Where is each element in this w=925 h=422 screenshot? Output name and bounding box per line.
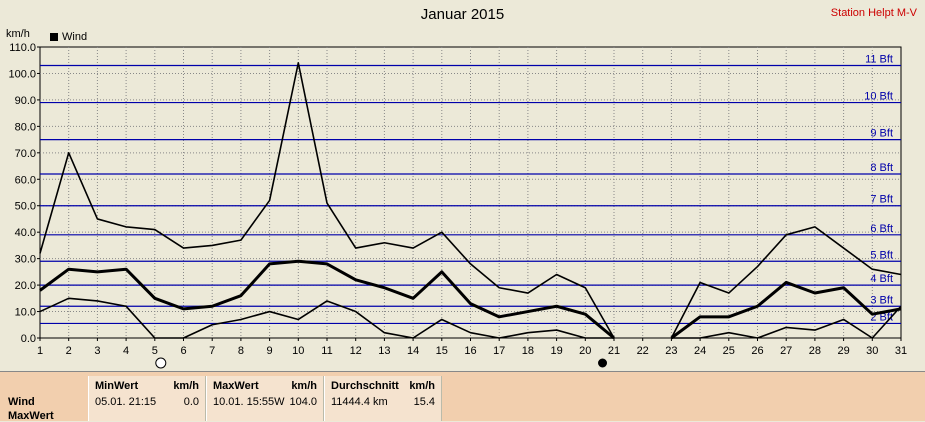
x-tick-label: 2: [66, 345, 72, 357]
x-tick-label: 17: [493, 345, 505, 357]
stats-col-min: MinWert km/h 05.01. 21:15 0.0: [88, 376, 206, 421]
series-line-avg: [670, 280, 902, 340]
x-tick-label: 23: [665, 345, 677, 357]
x-tick-label: 5: [152, 345, 158, 357]
stats-col-avg-distance: 11444.4 km: [331, 396, 388, 408]
series-line-min: [39, 297, 614, 339]
chart-title: Januar 2015: [420, 6, 505, 23]
beaufort-label: 11 Bft: [865, 54, 893, 66]
stats-col-max-header: MaxWert: [213, 380, 259, 392]
x-tick-label: 15: [436, 345, 448, 357]
stats-col-min-date: 05.01. 21:15: [95, 396, 157, 408]
x-tick-label: 4: [123, 345, 129, 357]
stats-col-min-value: 0.0: [183, 396, 199, 408]
x-tick-label: 18: [522, 345, 534, 357]
stats-row-label-maxwert: MaxWert: [8, 410, 54, 422]
series-line-max: [39, 62, 615, 339]
x-tick-label: 28: [809, 345, 821, 357]
beaufort-label: 8 Bft: [870, 162, 893, 174]
x-tick-label: 13: [378, 345, 390, 357]
stats-col-min-unit: km/h: [173, 380, 199, 392]
x-tick-label: 21: [608, 345, 620, 357]
beaufort-label: 6 Bft: [870, 223, 893, 235]
new-moon-icon: [598, 358, 608, 368]
stats-col-max-unit: km/h: [291, 380, 317, 392]
beaufort-label: 10 Bft: [864, 91, 893, 103]
x-tick-label: 10: [292, 345, 304, 357]
x-tick-label: 25: [723, 345, 735, 357]
stats-col-min-header: MinWert: [95, 380, 139, 392]
stats-col-max-date: 10.01. 15:55W: [213, 396, 285, 408]
stats-col-avg-header: Durchschnitt: [331, 380, 399, 392]
y-tick-label: 50.0: [15, 201, 36, 213]
x-tick-label: 29: [837, 345, 849, 357]
x-tick-label: 8: [238, 345, 244, 357]
x-tick-label: 19: [550, 345, 562, 357]
stats-col-avg-value: 15.4: [413, 396, 435, 408]
series-line-max: [670, 226, 902, 339]
y-tick-label: 70.0: [15, 148, 36, 160]
legend-label: Wind: [62, 31, 88, 43]
x-tick-label: 22: [637, 345, 649, 357]
beaufort-label: 7 Bft: [870, 194, 893, 206]
x-tick-label: 31: [895, 345, 907, 357]
y-tick-label: 0.0: [21, 333, 36, 345]
legend: Wind: [50, 31, 87, 43]
legend-swatch: [50, 33, 58, 41]
x-tick-label: 1: [37, 345, 43, 357]
y-tick-label: 110.0: [9, 42, 36, 54]
x-tick-label: 30: [866, 345, 878, 357]
y-tick-label: 80.0: [15, 121, 36, 133]
x-tick-label: 6: [180, 345, 186, 357]
x-tick-label: 11: [321, 345, 332, 357]
beaufort-label: 4 Bft: [870, 273, 893, 285]
stats-row-label-wind: Wind: [8, 396, 35, 408]
x-tick-label: 14: [407, 345, 419, 357]
y-tick-label: 100.0: [8, 68, 36, 80]
y-tick-label: 90.0: [15, 95, 36, 107]
x-tick-label: 12: [350, 345, 362, 357]
y-tick-label: 10.0: [15, 307, 36, 319]
stats-col-avg: Durchschnitt km/h 11444.4 km 15.4: [324, 376, 442, 421]
y-tick-label: 30.0: [15, 254, 36, 266]
x-tick-label: 16: [464, 345, 476, 357]
y-axis-unit-label: km/h: [6, 28, 30, 40]
beaufort-label: 5 Bft: [870, 249, 893, 261]
full-moon-icon: [155, 357, 167, 369]
stats-col-max: MaxWert km/h 10.01. 15:55W 104.0: [206, 376, 324, 421]
x-tick-label: 24: [694, 345, 706, 357]
x-tick-label: 7: [209, 345, 215, 357]
stats-col-avg-unit: km/h: [409, 380, 435, 392]
stats-col-max-value: 104.0: [289, 396, 317, 408]
y-tick-label: 40.0: [15, 227, 36, 239]
x-tick-label: 9: [267, 345, 273, 357]
series-line-avg: [39, 259, 615, 340]
stats-table: Wind MaxWert MinWert km/h 05.01. 21:15 0…: [0, 371, 925, 422]
beaufort-label: 3 Bft: [870, 294, 893, 306]
x-tick-label: 20: [579, 345, 591, 357]
series-line-min: [671, 305, 902, 339]
station-name: Station Helpt M-V: [830, 7, 917, 19]
x-tick-label: 3: [94, 345, 100, 357]
y-tick-label: 60.0: [15, 174, 36, 186]
x-tick-label: 27: [780, 345, 792, 357]
x-tick-label: 26: [751, 345, 763, 357]
beaufort-label: 9 Bft: [870, 128, 893, 140]
y-tick-label: 20.0: [15, 280, 36, 292]
